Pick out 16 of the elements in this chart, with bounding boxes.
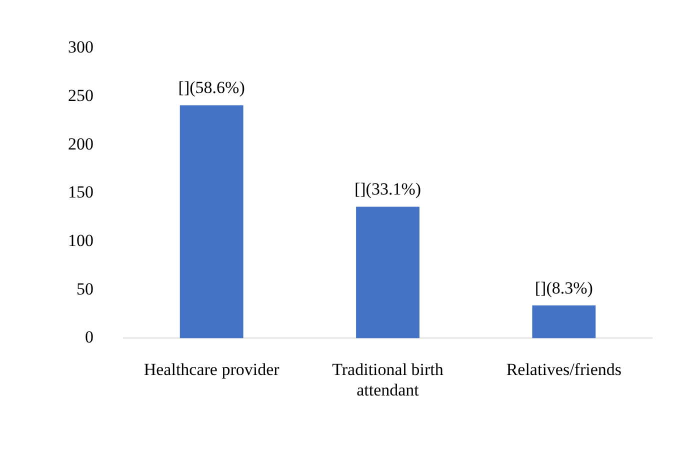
- annotation: [](58.6%): [178, 78, 245, 98]
- y-tick-label: 50: [76, 279, 94, 298]
- annotation: [](8.3%): [534, 278, 593, 298]
- y-tick-label: 200: [68, 134, 94, 154]
- x-tick-label: Relatives/friends: [506, 360, 622, 379]
- y-tick-label: 250: [68, 86, 94, 105]
- bar: [532, 305, 596, 338]
- x-tick-label: Traditional birth attendant: [332, 360, 444, 400]
- y-tick-label: 0: [85, 328, 94, 347]
- annotation: [](33.1%): [354, 180, 422, 199]
- bar: [356, 206, 420, 338]
- x-tick-label: Healthcare provider: [144, 360, 280, 379]
- y-tick-label: 100: [68, 231, 94, 250]
- y-tick-label: 300: [68, 38, 94, 57]
- bar: [180, 105, 244, 338]
- y-tick-label: 150: [68, 182, 94, 202]
